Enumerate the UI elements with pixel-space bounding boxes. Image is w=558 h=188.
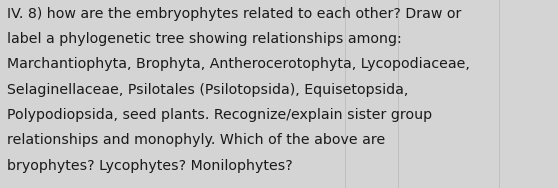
Text: Marchantiophyta, Brophyta, Antherocerotophyta, Lycopodiaceae,: Marchantiophyta, Brophyta, Antheroceroto… (7, 57, 470, 71)
Text: relationships and monophyly. Which of the above are: relationships and monophyly. Which of th… (7, 133, 385, 147)
Text: IV. 8) how are the embryophytes related to each other? Draw or: IV. 8) how are the embryophytes related … (7, 7, 461, 20)
Text: bryophytes? Lycophytes? Monilophytes?: bryophytes? Lycophytes? Monilophytes? (7, 159, 292, 173)
Text: Polypodiopsida, seed plants. Recognize/explain sister group: Polypodiopsida, seed plants. Recognize/e… (7, 108, 432, 122)
Text: Selaginellaceae, Psilotales (Psilotopsida), Equisetopsida,: Selaginellaceae, Psilotales (Psilotopsid… (7, 83, 408, 97)
Text: label a phylogenetic tree showing relationships among:: label a phylogenetic tree showing relati… (7, 32, 401, 46)
